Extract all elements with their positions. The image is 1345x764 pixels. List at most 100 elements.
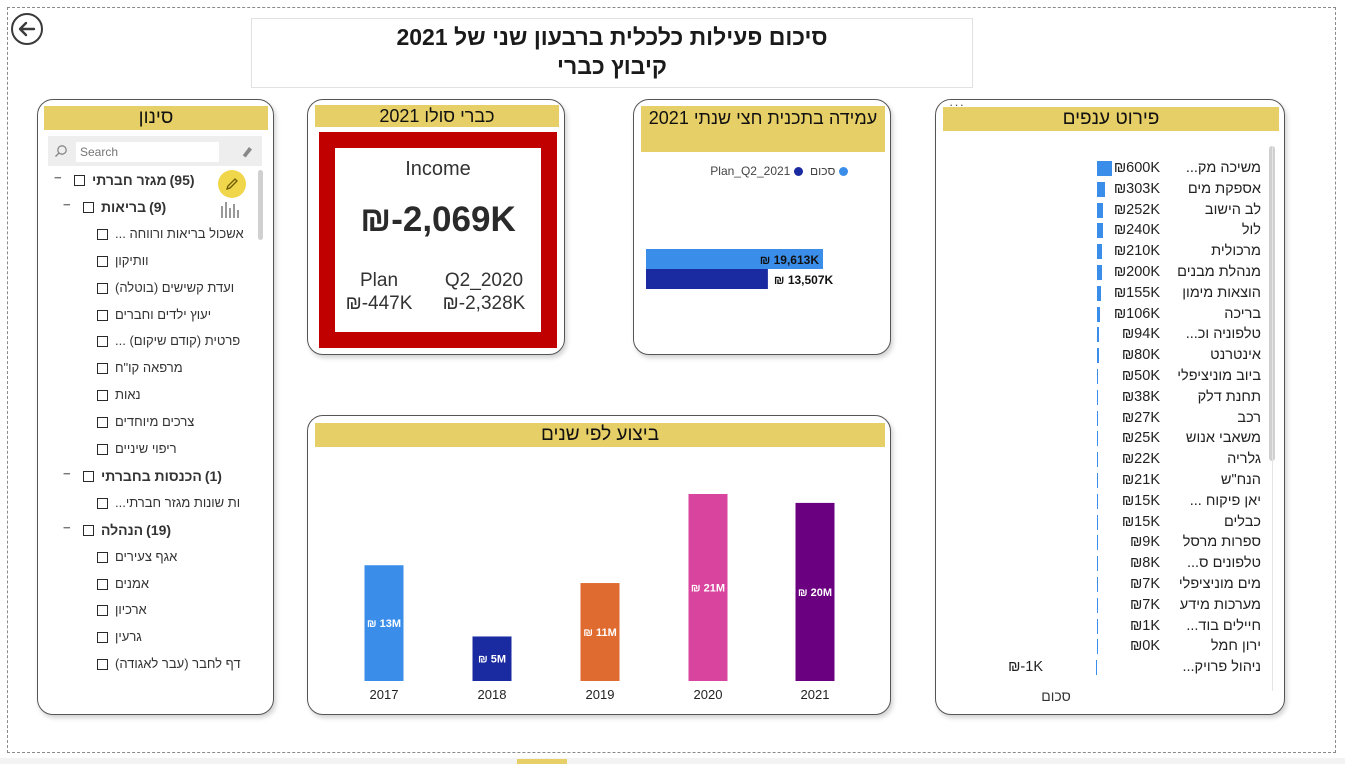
filter-checkbox[interactable] [97, 551, 108, 563]
filter-item-row[interactable]: ריפוי שיניים [38, 439, 256, 461]
filter-item-row[interactable]: ארכיון [38, 600, 256, 622]
branch-bar [1097, 410, 1099, 426]
edit-button[interactable] [218, 170, 246, 198]
collapse-toggle[interactable]: − [63, 465, 71, 481]
filter-checkbox[interactable] [83, 470, 94, 482]
branch-row[interactable]: ₪-1K ניהול פרויק... [936, 657, 1266, 678]
legend-dot-plan [793, 167, 803, 177]
filter-item-row[interactable]: פרטית (קודם שיקום) ... [38, 331, 256, 353]
branch-bar [1097, 306, 1100, 322]
filter-item-row[interactable]: אגף צעירים [38, 547, 256, 569]
year-bar-2020[interactable] [688, 494, 728, 681]
branch-row[interactable]: ₪50K ביוב מוניציפלי [936, 366, 1266, 387]
filter-item-row[interactable]: דף לחבר (עבר לאגודה) [38, 654, 256, 676]
branch-row[interactable]: ₪7K מערכות מידע [936, 595, 1266, 616]
filter-checkbox[interactable] [97, 228, 108, 240]
filter-item-row[interactable]: ות שונות מגזר חברתי... [38, 493, 256, 515]
filter-checkbox[interactable] [83, 524, 94, 536]
collapse-toggle[interactable]: − [63, 196, 71, 212]
branch-row[interactable]: ₪80K אינטרנט [936, 345, 1266, 366]
year-bar-label: ₪ 11M [583, 627, 617, 639]
filter-item-row[interactable]: ועדת קשישים (בוטלה) [38, 278, 256, 300]
bar-filter-icon[interactable] [220, 200, 242, 218]
branch-name: חיילים בוד... [1186, 617, 1261, 634]
filter-checkbox[interactable] [97, 390, 108, 402]
branch-name: טלפונים ס... [1186, 555, 1261, 572]
filter-checkbox[interactable] [97, 578, 108, 590]
branch-row[interactable]: ₪94K טלפוניה וכ... [936, 324, 1266, 345]
year-bar-2021[interactable] [795, 502, 835, 681]
year-tick-label: 2018 [478, 687, 507, 702]
plan-bar-0[interactable] [646, 249, 823, 269]
filter-item-row[interactable]: גרעין [38, 627, 256, 649]
filter-count: (9) [149, 198, 167, 215]
branch-row[interactable]: ₪106K בריכה [936, 304, 1266, 325]
branch-row[interactable]: ₪21K הנח"ש [936, 470, 1266, 491]
branch-row[interactable]: ₪22K גלריה [936, 449, 1266, 470]
branch-value: ₪303K [1113, 180, 1160, 197]
back-button[interactable] [11, 13, 43, 45]
legend-label-sum: סכום [810, 164, 836, 178]
branch-row[interactable]: ₪210K מרכולית [936, 241, 1266, 262]
branch-row[interactable]: ₪8K טלפונים ס... [936, 553, 1266, 574]
kpi-prev-label: Q2_2020 [444, 270, 524, 291]
filter-checkbox[interactable] [97, 282, 108, 294]
filter-checkbox[interactable] [97, 336, 108, 348]
branch-bar [1097, 514, 1099, 530]
year-bar-2019[interactable] [580, 583, 620, 681]
year-bar-label: ₪ 13M [367, 618, 401, 630]
filter-group-row[interactable]: − (9) בריאות [38, 197, 256, 219]
filter-checkbox[interactable] [97, 659, 108, 671]
eraser-icon[interactable] [240, 144, 254, 158]
year-bar-2018[interactable] [472, 636, 512, 681]
filter-checkbox[interactable] [97, 605, 108, 617]
filter-checkbox[interactable] [83, 201, 94, 213]
branch-value: ₪27K [1121, 409, 1160, 426]
branch-row[interactable]: ₪15K יאן פיקוח ... [936, 491, 1266, 512]
filter-checkbox[interactable] [74, 175, 85, 186]
filter-checkbox[interactable] [97, 444, 108, 455]
filter-item-row[interactable]: מרפאה קו"ח [38, 358, 256, 380]
filter-group-row[interactable]: − (95) מגזר חברתי [38, 170, 256, 192]
branch-row[interactable]: ₪27K רכב [936, 408, 1266, 429]
filter-item-row[interactable]: אמנים [38, 574, 256, 596]
year-bar-2017[interactable] [364, 565, 404, 681]
branch-row[interactable]: ₪7K מים מוניציפלי [936, 574, 1266, 595]
branch-row[interactable]: ₪155K הוצאות מימון [936, 283, 1266, 304]
filter-checkbox[interactable] [97, 309, 108, 321]
branch-row[interactable]: ₪15K כבלים [936, 512, 1266, 533]
filter-checkbox[interactable] [97, 363, 108, 375]
branch-row[interactable]: ₪0K ירון חמל [936, 636, 1266, 657]
branch-row[interactable]: ₪38K תחנת דלק [936, 387, 1266, 408]
branch-row[interactable]: ₪240K לול [936, 220, 1266, 241]
filter-item-row[interactable]: יעוץ ילדים וחברים [38, 305, 256, 327]
filter-checkbox[interactable] [97, 255, 108, 267]
branch-row[interactable]: ₪252K לב הישוב [936, 200, 1266, 221]
branch-row[interactable]: ₪600K משיכה מק... [936, 158, 1266, 179]
filter-item-row[interactable]: צרכים מיוחדים [38, 412, 256, 434]
filter-item-row[interactable]: נאות [38, 385, 256, 407]
filter-scrollbar[interactable] [258, 170, 263, 240]
collapse-toggle[interactable]: − [54, 170, 62, 185]
branch-row[interactable]: ₪9K ספרות מרסל [936, 532, 1266, 553]
branch-row[interactable]: ₪25K משאבי אנוש [936, 428, 1266, 449]
collapse-toggle[interactable]: − [63, 519, 71, 535]
report-title: סיכום פעילות כלכלית ברבעון שני של 2021 ק… [251, 18, 973, 88]
filter-checkbox[interactable] [97, 417, 108, 429]
filter-group-row[interactable]: − (1) הכנסות בחברתי [38, 466, 256, 488]
filter-label: דף לחבר (עבר לאגודה) [115, 656, 241, 672]
active-page-tab[interactable] [517, 759, 567, 764]
search-input[interactable] [76, 142, 219, 162]
filter-group-row[interactable]: − (19) הנהלה [38, 520, 256, 542]
filter-item-row[interactable]: וותיקון [38, 251, 256, 273]
branch-value: ₪1K [1129, 617, 1160, 634]
branch-row[interactable]: ₪303K אספקת מים [936, 179, 1266, 200]
filter-item-row[interactable]: אשכול בריאות ורווחה ... [38, 224, 256, 246]
year-bar-label: ₪ 21M [691, 583, 725, 595]
filter-checkbox[interactable] [97, 632, 108, 644]
year-bar-label: ₪ 5M [478, 654, 506, 666]
branch-row[interactable]: ₪1K חיילים בוד... [936, 616, 1266, 637]
filter-checkbox[interactable] [97, 497, 108, 509]
branch-row[interactable]: ₪200K מנהלת מבנים [936, 262, 1266, 283]
plan-bar-1[interactable] [646, 269, 768, 289]
